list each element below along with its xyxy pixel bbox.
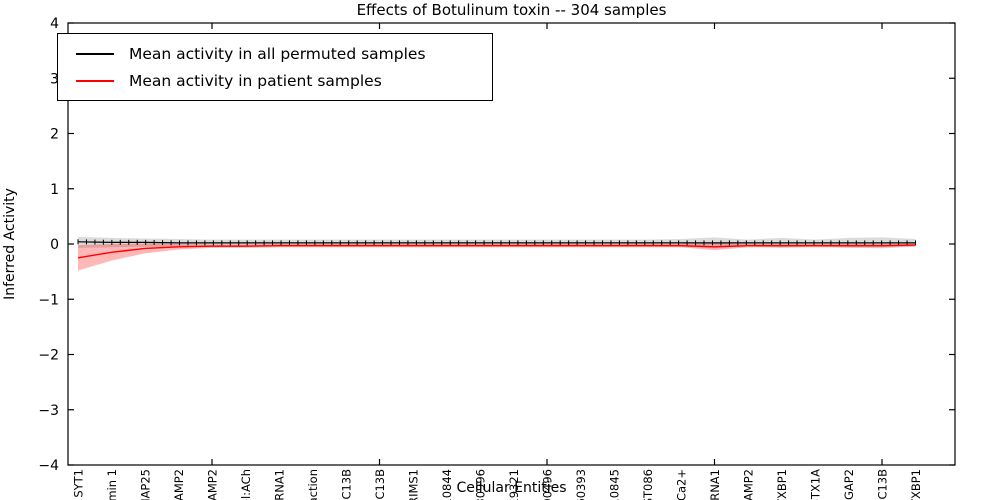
y-axis-label: Inferred Activity (2, 188, 18, 300)
legend-label-permuted: Mean activity in all permuted samples (129, 44, 426, 63)
y-tick-label: 2 (50, 127, 59, 143)
legend-line-red-icon (76, 79, 114, 82)
x-tick-label: STX1A (809, 469, 823, 500)
x-tick-label: RIMS1 (407, 469, 421, 500)
x-tick-label: SNAP25 (139, 469, 153, 500)
y-tick-label: 1 (50, 182, 59, 198)
x-tick-label: UniProt:P30996 (474, 469, 488, 500)
chart-title: Effects of Botulinum toxin -- 304 sample… (356, 1, 667, 19)
x-tick-label: STXBP1 (775, 469, 789, 500)
x-tick-label: STX1A/SNAP25/VAMP2 (206, 469, 220, 500)
y-tick-label: −3 (38, 403, 59, 419)
x-tick-label: UniProt:P10844 (440, 469, 454, 500)
x-axis-label: Cellular Entities (456, 480, 567, 496)
x-tick-label: UniProt:Q00496 (541, 469, 555, 500)
x-tick-label: UniProt:P10845 (608, 469, 622, 500)
series-line-patient (77, 244, 916, 259)
series-line-permuted (77, 241, 916, 244)
legend-item-permuted: Mean activity in all permuted samples (58, 40, 492, 67)
y-tick-label: 4 (50, 16, 59, 32)
x-tick-label: mol:ACh (239, 469, 253, 500)
x-tick-label: SYT1 (72, 469, 86, 498)
y-tick-label: 3 (50, 71, 59, 87)
y-tick-label: −2 (38, 348, 59, 364)
x-tick-label: CST086 (641, 469, 655, 500)
y-tick-label: −1 (38, 292, 59, 308)
x-tick-label: STXIA/STXBP1 (909, 469, 923, 500)
y-tick-label: 0 (50, 237, 59, 253)
x-tick-label: mol:Ca2+ (675, 469, 689, 500)
x-tick-label: STX1A/SNAP25 fragment 1/VAMP2 (172, 469, 186, 500)
x-tick-label: UniProt:Q60393 (574, 469, 588, 500)
x-tick-label: RIMS1/UNC13B (340, 469, 354, 500)
legend-item-patient: Mean activity in patient samples (58, 67, 492, 94)
x-tick-label: UNC13B (876, 469, 890, 500)
y-tick-label: −4 (38, 458, 59, 474)
legend-label-patient: Mean activity in patient samples (129, 71, 382, 90)
x-tick-label: ACh/Synaptotagmin 1 (105, 469, 119, 500)
confidence-band-patient (78, 243, 916, 271)
x-tick-label: UniProt:P19321 (507, 469, 521, 500)
x-tick-label: VAMP2 (742, 469, 756, 500)
x-tick-label: muscle contraction (306, 469, 320, 500)
x-tick-label: ACh/CHRNA1 (273, 469, 287, 500)
x-tick-label: RAB3GAP2 (842, 469, 856, 500)
x-tick-label: CHRNA1 (708, 469, 722, 500)
legend: Mean activity in all permuted samples Me… (57, 33, 493, 101)
legend-line-black-icon (76, 52, 114, 55)
x-tick-label: RAB3GAP2/RIMS1/UNC13B (373, 469, 387, 500)
